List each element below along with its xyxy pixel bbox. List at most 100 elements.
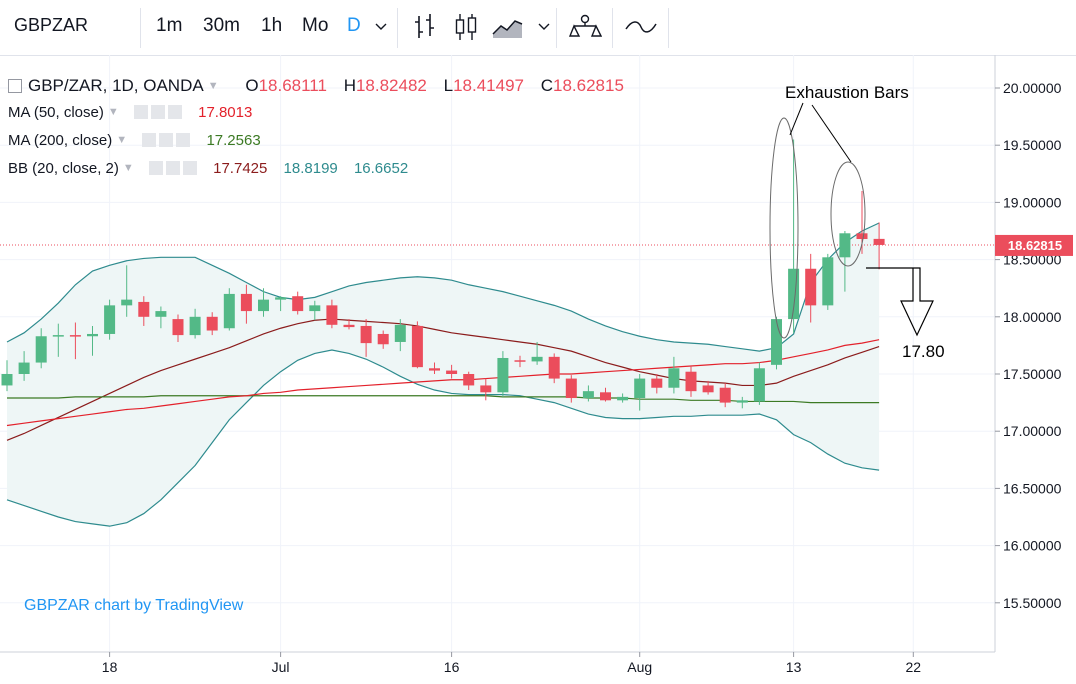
candle-body xyxy=(189,316,201,336)
candle-body xyxy=(719,387,731,403)
ma200-legend: MA (200, close) ▼ 17.2563 xyxy=(8,132,261,149)
candle-body xyxy=(497,357,509,393)
y-tick-label: 20.00000 xyxy=(1003,80,1062,96)
ma50-legend: MA (50, close) ▼ 17.8013 xyxy=(8,104,252,121)
indicator-lines xyxy=(6,222,880,527)
candle-body xyxy=(138,301,150,317)
bb-label: BB (20, close, 2) xyxy=(8,160,119,177)
x-tick-label: 18 xyxy=(102,659,118,675)
candle-body xyxy=(617,396,629,401)
bar-chart-icon[interactable] xyxy=(412,12,438,42)
bollinger-lower-line xyxy=(6,349,880,527)
timeframe-1m[interactable]: 1m xyxy=(156,15,183,36)
timeframe-1h[interactable]: 1h xyxy=(261,15,283,36)
settings-icon[interactable] xyxy=(150,105,165,119)
candle-body xyxy=(565,378,577,399)
y-tick-label: 19.50000 xyxy=(1003,137,1062,153)
annotation-exhaustion-bars: Exhaustion Bars xyxy=(785,83,909,102)
eye-icon[interactable] xyxy=(133,105,148,119)
eye-icon[interactable] xyxy=(148,161,163,175)
bollinger-upper-line xyxy=(6,222,880,352)
candle-body xyxy=(873,238,885,245)
bb-lower-value: 16.6652 xyxy=(353,160,409,177)
compare-icon[interactable] xyxy=(624,12,658,42)
bb-legend: BB (20, close, 2) ▼ 17.7425 18.8199 16.66… xyxy=(8,160,408,177)
ma200-line xyxy=(7,395,880,404)
close-icon[interactable] xyxy=(167,105,182,119)
annotation-ellipse xyxy=(769,117,799,339)
annotations: Exhaustion Bars 17.80 xyxy=(769,83,945,361)
chevron-down-icon[interactable]: ▼ xyxy=(107,106,119,118)
annotation-ellipse xyxy=(830,161,866,267)
candle-body xyxy=(35,336,47,363)
x-tick-label: Jul xyxy=(272,659,290,675)
chevron-down-icon[interactable]: ▼ xyxy=(207,80,219,92)
candle-body xyxy=(121,299,133,306)
candle-body xyxy=(18,362,30,374)
timeframe-month[interactable]: Mo xyxy=(302,15,329,36)
toolbar-divider xyxy=(556,8,557,48)
ohlc-close: C18.62815 xyxy=(540,76,624,95)
candle-body xyxy=(326,305,338,325)
settings-icon[interactable] xyxy=(165,161,180,175)
bb-upper-value: 18.8199 xyxy=(283,160,338,177)
chevron-down-icon[interactable] xyxy=(374,20,388,34)
chevron-down-icon[interactable] xyxy=(537,20,551,34)
candle-body xyxy=(480,385,492,393)
candle-body xyxy=(702,385,714,393)
candle-body xyxy=(69,335,81,337)
toolbar-divider xyxy=(668,8,669,48)
price-axis[interactable]: 20.0000019.5000019.0000018.5000018.00000… xyxy=(995,80,1062,611)
bollinger-basis-line xyxy=(6,318,880,441)
candle-body xyxy=(463,374,475,386)
tradingview-watermark[interactable]: GBPZAR chart by TradingView xyxy=(24,597,244,614)
series-title: GBP/ZAR, 1D, OANDA xyxy=(28,76,204,95)
series-legend: GBP/ZAR, 1D, OANDA ▼ O18.68111 H18.82482 … xyxy=(8,76,624,96)
candle-body xyxy=(668,368,680,388)
candle-body xyxy=(394,324,406,342)
x-tick-label: 22 xyxy=(906,659,922,675)
symbol-search[interactable]: GBPZAR xyxy=(14,15,89,35)
toolbar-divider xyxy=(397,8,398,48)
time-axis[interactable]: 18 Jul 16 Aug 13 22 xyxy=(102,652,921,675)
candles-icon[interactable] xyxy=(453,12,479,42)
collapse-legend-icon[interactable] xyxy=(8,79,22,93)
chevron-down-icon[interactable]: ▼ xyxy=(116,134,128,146)
ohlc-open: O18.68111 xyxy=(245,76,327,95)
timeframe-day[interactable]: D xyxy=(347,15,361,36)
toolbar-divider xyxy=(140,8,141,48)
y-tick-label: 19.00000 xyxy=(1003,194,1062,210)
bollinger-band-fill xyxy=(7,222,880,527)
candle-body xyxy=(223,293,235,329)
ma50-label: MA (50, close) xyxy=(8,104,104,121)
x-tick-label: 16 xyxy=(444,659,460,675)
y-tick-label: 18.00000 xyxy=(1003,309,1062,325)
x-tick-label: Aug xyxy=(627,659,652,675)
ma50-value: 17.8013 xyxy=(198,104,253,121)
ohlc-low: L18.41497 xyxy=(443,76,524,95)
candle-body xyxy=(52,335,64,337)
close-icon[interactable] xyxy=(176,133,191,147)
timeframe-30m[interactable]: 30m xyxy=(203,15,240,36)
candle-body xyxy=(771,319,782,365)
area-chart-icon[interactable] xyxy=(492,12,524,42)
candle-body xyxy=(600,392,611,401)
candle-body xyxy=(514,360,526,362)
candle-body xyxy=(104,305,116,334)
indicators-icon[interactable] xyxy=(568,12,602,42)
ohlc-high: H18.82482 xyxy=(343,76,427,95)
candle-body xyxy=(206,316,218,331)
settings-icon[interactable] xyxy=(159,133,174,147)
price-chart[interactable]: Exhaustion Bars 17.80 20.00000 19.50000 19.… xyxy=(0,55,1076,684)
y-tick-label: 16.00000 xyxy=(1003,538,1062,554)
close-icon[interactable] xyxy=(182,161,197,175)
ma200-label: MA (200, close) xyxy=(8,132,113,149)
candle-body xyxy=(822,257,834,306)
candle-body xyxy=(87,333,98,337)
y-tick-label: 17.50000 xyxy=(1003,366,1062,382)
candle-body xyxy=(634,378,646,399)
chevron-down-icon[interactable]: ▼ xyxy=(122,162,134,174)
candle-body xyxy=(788,268,800,320)
eye-icon[interactable] xyxy=(142,133,157,147)
candle-body xyxy=(258,299,269,312)
